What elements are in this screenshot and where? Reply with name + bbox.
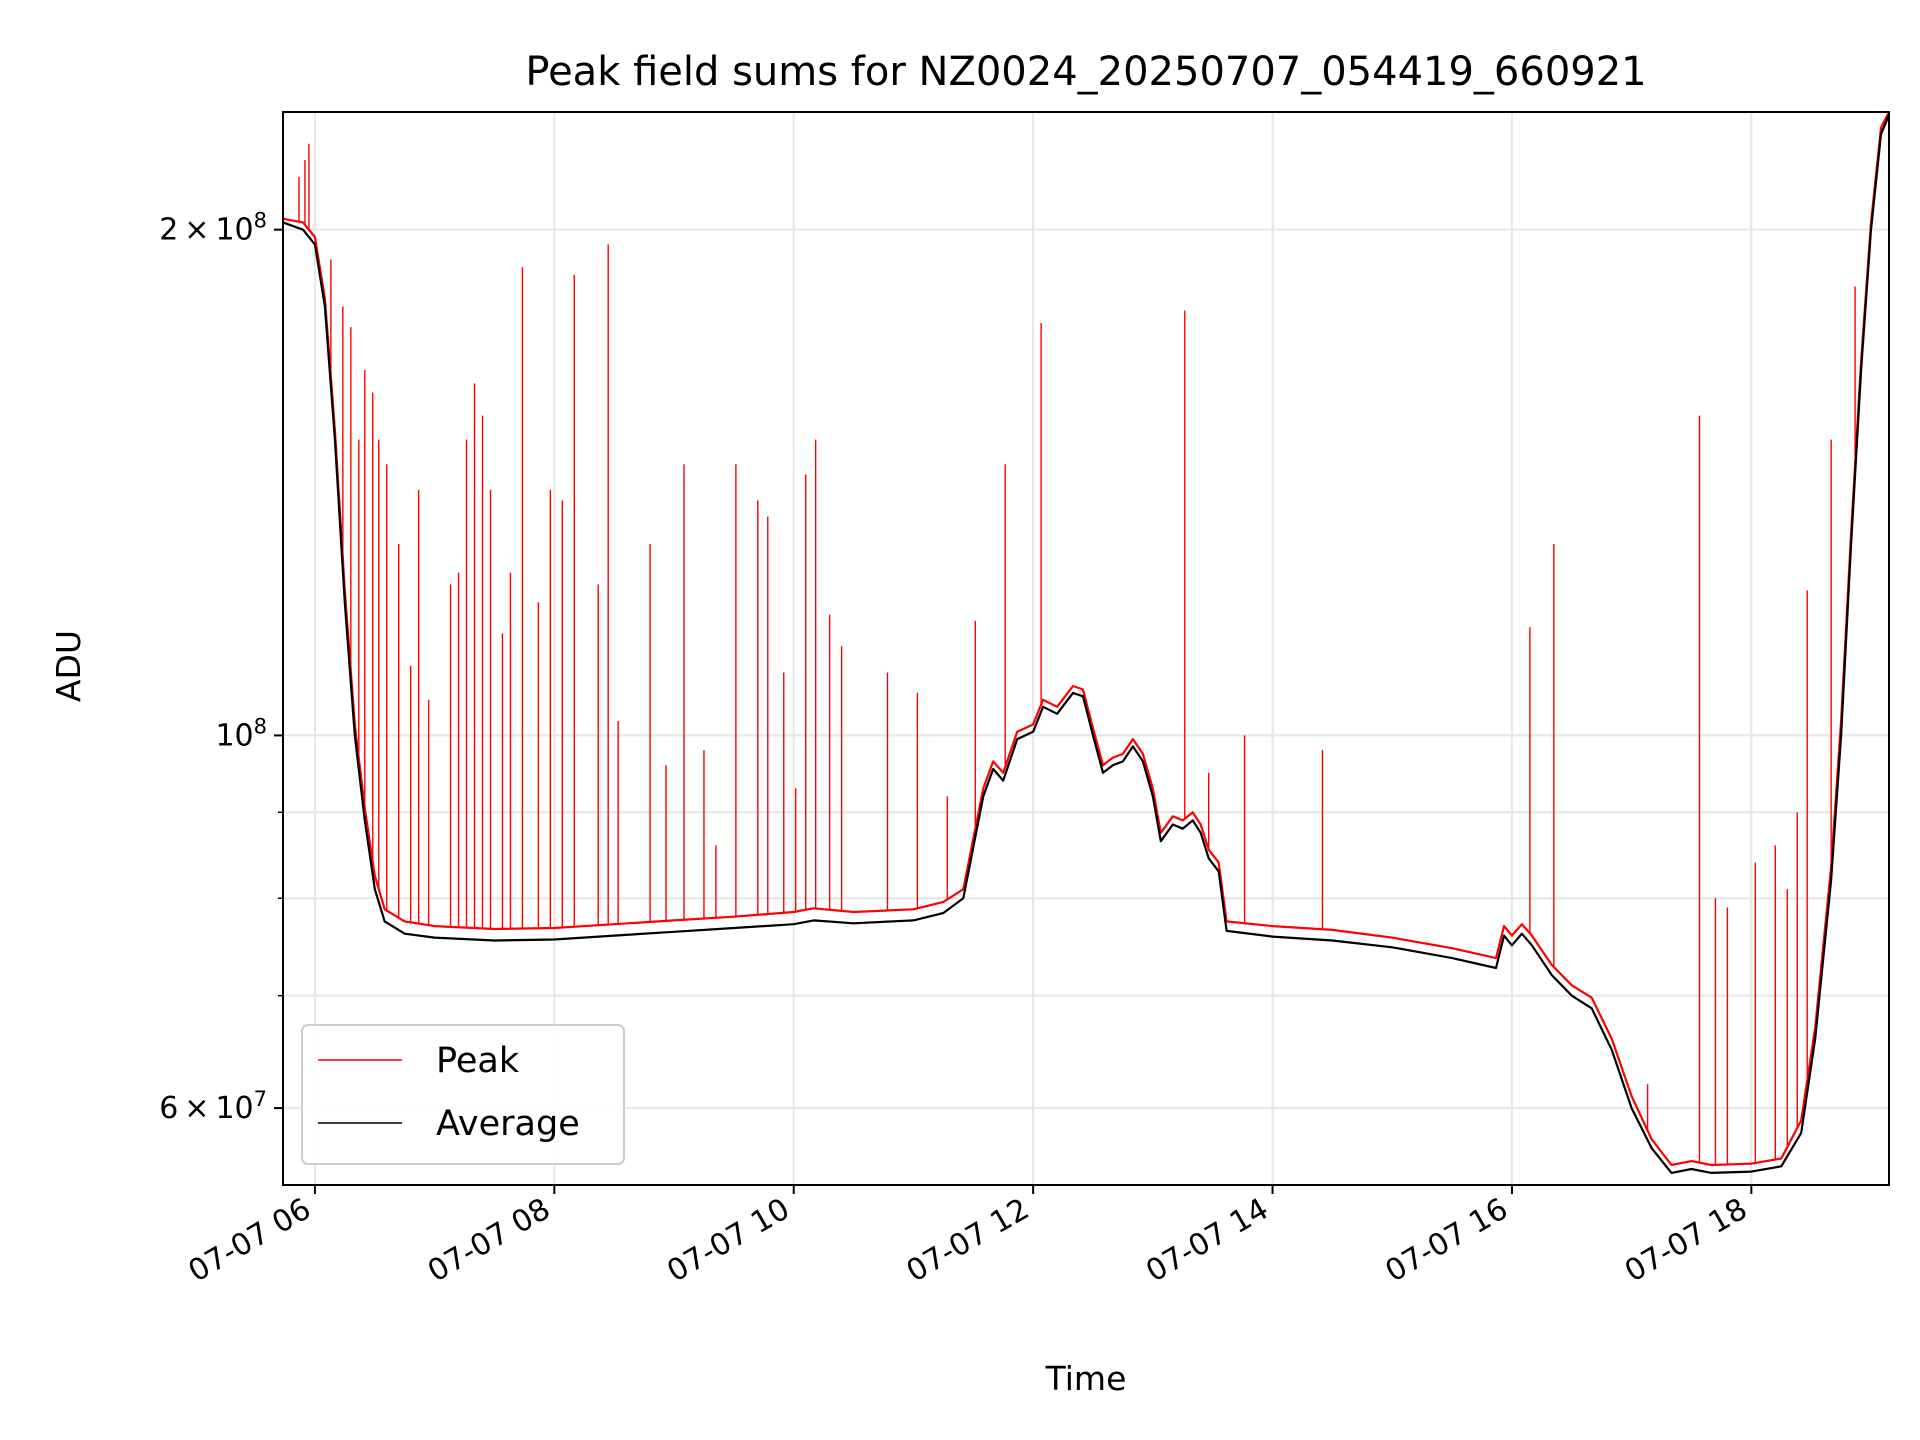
y-axis-ticks: 6 × 107 108 2 × 108 bbox=[159, 209, 283, 1126]
chart-title: Peak field sums for NZ0024_20250707_0544… bbox=[525, 49, 1646, 95]
peak-series-line bbox=[283, 112, 1889, 1167]
y-tick-label: 108 bbox=[215, 714, 267, 753]
legend-average-label: Average bbox=[436, 1104, 580, 1144]
plot-frame bbox=[282, 111, 1890, 1186]
y-axis-title: ADU bbox=[49, 630, 88, 702]
y-tick-label: 6 × 107 bbox=[159, 1087, 267, 1126]
average-series-line bbox=[283, 114, 1889, 1174]
x-axis-title: Time bbox=[1045, 1359, 1127, 1398]
series-layer bbox=[283, 112, 1889, 1174]
plot-area bbox=[283, 112, 1889, 1174]
legend-peak-label: Peak bbox=[436, 1041, 520, 1081]
legend: Peak Average bbox=[301, 1024, 625, 1165]
y-tick-label: 2 × 108 bbox=[159, 209, 267, 248]
